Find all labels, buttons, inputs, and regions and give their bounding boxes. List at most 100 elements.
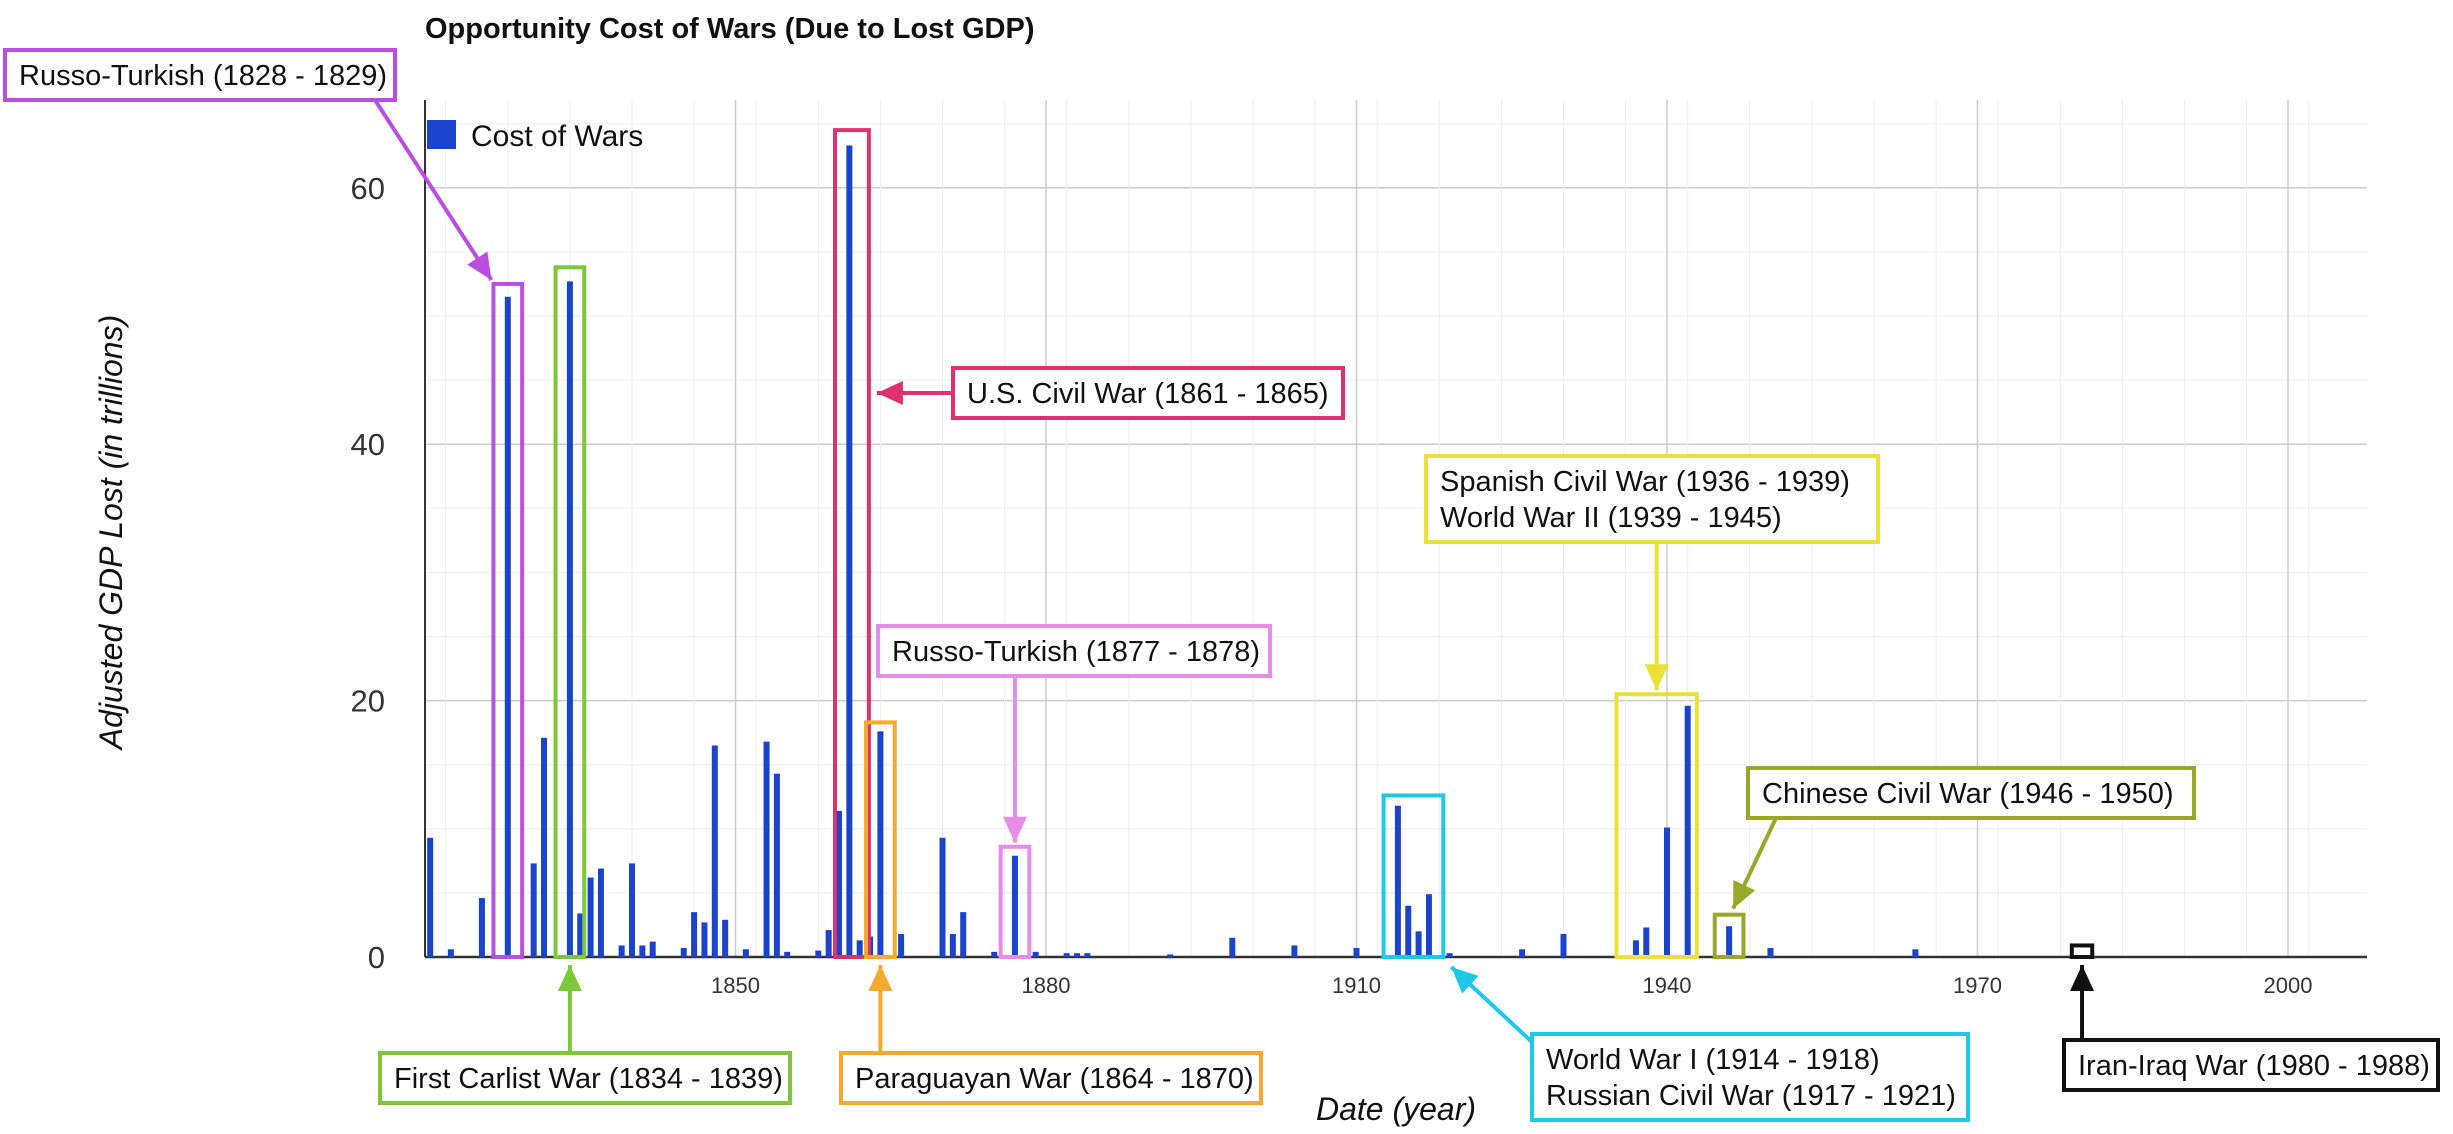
legend-label-cost-of-wars: Cost of Wars [471, 120, 643, 153]
annotation-russo-turkish-1828-1829: Russo-Turkish (1828 - 1829) [3, 48, 525, 959]
bar [1519, 949, 1526, 957]
arrow-head [1644, 664, 1669, 691]
bar [1084, 953, 1091, 957]
annotation-box [876, 624, 1272, 678]
bar [1167, 954, 1174, 957]
annotation-label: Russo-Turkish (1828 - 1829) [19, 60, 387, 92]
bar [427, 837, 434, 957]
annotation-label: World War I (1914 - 1918) [1546, 1044, 1880, 1076]
bar [701, 922, 708, 957]
annotation-first-carlist-war-1834-1839: First Carlist War (1834 - 1839) [378, 265, 792, 1105]
annotation-label: Iran-Iraq War (1980 - 1988) [2078, 1050, 2430, 1082]
arrow-head [876, 381, 903, 405]
bar [856, 940, 863, 957]
annotation-box [3, 48, 397, 102]
bar [1394, 805, 1401, 957]
x-axis-title: Date (year) [1316, 1091, 1476, 1127]
bar [649, 941, 656, 957]
annotation-label: Russo-Turkish (1877 - 1878) [892, 636, 1260, 668]
bar [629, 863, 635, 957]
bar [763, 741, 770, 957]
bar [1425, 894, 1432, 957]
arrow-head [1002, 816, 1027, 843]
bar [960, 912, 967, 957]
bar [680, 948, 687, 957]
bar [1415, 931, 1422, 957]
bar [1074, 953, 1081, 957]
bar [773, 773, 780, 957]
x-tick-labels: 1850 1880 1910 1940 1970 2000 [711, 973, 2312, 998]
arrow-head [2070, 965, 2095, 991]
bar [1405, 905, 1412, 957]
bar [1664, 827, 1670, 957]
x-tick-label: 2000 [2264, 973, 2313, 998]
bar [1912, 949, 1919, 957]
bar [1229, 937, 1236, 957]
x-tick-label: 1940 [1643, 973, 1692, 998]
bar [1032, 951, 1039, 957]
bar [1353, 948, 1360, 957]
bar [722, 919, 729, 957]
highlight-frame [1614, 692, 1699, 959]
bar [1011, 855, 1018, 957]
bar [447, 949, 454, 957]
bar [618, 945, 625, 957]
annotation-label: Chinese Civil War (1946 - 1950) [1762, 778, 2174, 810]
bar [846, 145, 853, 957]
bar [836, 810, 842, 957]
bar [597, 868, 604, 957]
annotation-label: Paraguayan War (1864 - 1870) [855, 1063, 1254, 1095]
bar [1632, 940, 1639, 957]
highlight-frame [1381, 793, 1446, 960]
highlight-frame [864, 720, 897, 959]
annotation-label: First Carlist War (1834 - 1839) [394, 1063, 783, 1095]
annotation-box [1746, 766, 2196, 820]
annotation-label: Russian Civil War (1917 - 1921) [1546, 1080, 1956, 1112]
bar [530, 863, 537, 957]
y-tick-label: 40 [351, 427, 385, 462]
legend-swatch-cost-of-wars [427, 120, 456, 149]
arrow-head [467, 251, 492, 280]
bar [541, 737, 548, 957]
bar [639, 945, 646, 957]
bar [825, 930, 832, 957]
bars [427, 145, 1919, 957]
arrow-line [373, 98, 494, 282]
bar [1684, 705, 1691, 957]
highlight-frame [998, 844, 1032, 959]
highlight-frame [491, 281, 525, 959]
x-tick-label: 1850 [711, 973, 760, 998]
y-tick-labels: 0 20 40 60 [351, 171, 385, 975]
annotation-iran-iraq-war-1980-1988: Iran-Iraq War (1980 - 1988) [2062, 943, 2440, 1092]
y-tick-label: 0 [368, 940, 385, 975]
bar [742, 949, 749, 957]
arrow-head [557, 965, 582, 991]
annotation-box [1530, 1032, 1970, 1122]
highlight-frame [833, 128, 871, 960]
annotations: Russo-Turkish (1828 - 1829) First Carlist… [3, 48, 2440, 1122]
bar [577, 913, 584, 957]
legend: Cost of Wars [427, 120, 643, 153]
annotation-label: U.S. Civil War (1861 - 1865) [967, 378, 1329, 410]
highlight-frame [553, 265, 587, 959]
bar [1063, 953, 1070, 957]
bar [711, 745, 718, 957]
annotation-russo-turkish-1877-1878: Russo-Turkish (1877 - 1878) [876, 624, 1272, 959]
arrow-head [1451, 967, 1479, 994]
bar [939, 837, 946, 957]
bar [1643, 927, 1650, 957]
y-tick-label: 20 [351, 684, 385, 719]
bar [949, 933, 956, 957]
annotation-u-s-civil-war-1861-1865: U.S. Civil War (1861 - 1865) [833, 128, 1345, 960]
bar [1560, 933, 1567, 957]
bar [1726, 926, 1733, 957]
bar [815, 950, 822, 957]
bar [691, 912, 698, 957]
annotation-paraguayan-war-1864-1870: Paraguayan War (1864 - 1870) [839, 720, 1263, 1105]
bar [898, 933, 905, 957]
bar [587, 877, 594, 957]
annotation-box [2062, 1038, 2440, 1092]
annotation-box [378, 1051, 792, 1105]
annotation-box [1424, 454, 1880, 544]
